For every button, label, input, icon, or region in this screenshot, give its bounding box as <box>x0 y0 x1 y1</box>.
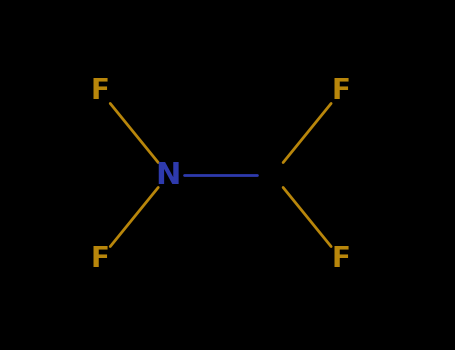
Text: N: N <box>156 161 181 189</box>
Text: F: F <box>332 245 351 273</box>
Text: F: F <box>91 245 110 273</box>
Text: F: F <box>91 77 110 105</box>
Text: F: F <box>332 77 351 105</box>
